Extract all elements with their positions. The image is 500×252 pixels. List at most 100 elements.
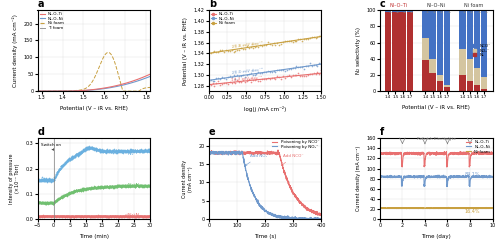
- Line: Poisoning by NCO⁻: Poisoning by NCO⁻: [208, 150, 322, 215]
- Ni foam: [426, 206, 432, 209]
- Text: c: c: [380, 0, 386, 9]
- Ni foam: [34, 90, 40, 93]
- Text: Refresh Electrolyte: Refresh Electrolyte: [417, 137, 456, 141]
- Ti foam: [103, 90, 109, 93]
- Ni foam: [465, 206, 471, 209]
- Text: b: b: [208, 0, 216, 9]
- Bar: [444, 85, 450, 87]
- Bar: [392, 10, 398, 12]
- Ni–O–Ti: [132, 79, 138, 82]
- Text: e: e: [208, 128, 216, 137]
- Poisoning by NO₂⁻: [256, 200, 262, 203]
- Ni foam: [454, 207, 460, 210]
- Ni–O–Ni: [103, 87, 109, 90]
- Ni–O–Ni: [454, 175, 460, 178]
- Legend: Ni–O–Ti, Ni–O–Ni, Ni foam: Ni–O–Ti, Ni–O–Ni, Ni foam: [466, 140, 490, 153]
- Bar: [460, 10, 466, 49]
- Poisoning by NCO⁻: [294, 196, 300, 199]
- Ni–O–Ti: [388, 152, 394, 155]
- Ni–O–Ni: [422, 178, 428, 181]
- Poisoning by NO₂⁻: [217, 151, 223, 154]
- Bar: [400, 12, 406, 91]
- Text: d: d: [38, 128, 44, 137]
- Poisoning by NO₂⁻: [206, 152, 212, 155]
- Bar: [444, 10, 450, 85]
- Line: Poisoning by NO₂⁻: Poisoning by NO₂⁻: [208, 151, 322, 219]
- Ni–O–Ni: [120, 84, 126, 87]
- Poisoning by NO₂⁻: [280, 218, 286, 221]
- Ni–O–Ti: [458, 150, 464, 153]
- Poisoning by NCO⁻: [217, 151, 223, 154]
- Ni foam: [106, 51, 112, 54]
- Ni–O–Ti: [42, 90, 48, 93]
- Bar: [406, 10, 413, 12]
- Ni–O–Ni: [377, 175, 383, 178]
- Text: ¹⁴N¹⁵N: ¹⁴N¹⁵N: [124, 183, 140, 188]
- Legend: Ni–O–Ti, Ni–O–Ni, Ni foam: Ni–O–Ti, Ni–O–Ni, Ni foam: [211, 12, 235, 25]
- Bar: [430, 73, 436, 91]
- Ni foam: [490, 206, 496, 209]
- Ni–O–Ti: [147, 73, 153, 76]
- Poisoning by NCO⁻: [318, 213, 324, 216]
- Line: Ni–O–Ti: Ni–O–Ti: [38, 74, 150, 91]
- X-axis label: log(j /mA cm⁻²): log(j /mA cm⁻²): [244, 106, 286, 112]
- Ni–O–Ti: [426, 151, 432, 154]
- Text: 20.0 mV dec⁻¹: 20.0 mV dec⁻¹: [231, 68, 263, 75]
- Legend: NCO⁻, NO₂⁻, N₂: NCO⁻, NO₂⁻, N₂: [472, 44, 490, 57]
- Bar: [474, 68, 480, 85]
- Line: Ni–O–Ni: Ni–O–Ni: [38, 76, 150, 91]
- Y-axis label: Potential (V – iR vs. RHE): Potential (V – iR vs. RHE): [183, 17, 188, 85]
- Bar: [400, 10, 406, 12]
- Ni foam: [132, 90, 138, 93]
- Bar: [430, 10, 436, 59]
- Bar: [466, 59, 473, 81]
- Ni–O–Ti: [120, 82, 126, 85]
- Poisoning by NO₂⁻: [294, 217, 300, 220]
- Ni–O–Ti: [467, 164, 473, 167]
- X-axis label: Time (s): Time (s): [254, 234, 276, 239]
- Text: ¹⁵N¹⁵N: ¹⁵N¹⁵N: [124, 213, 140, 218]
- Line: Ni–O–Ti: Ni–O–Ti: [380, 151, 492, 167]
- Y-axis label: Current density
(mA cm⁻²): Current density (mA cm⁻²): [182, 160, 192, 198]
- Ni–O–Ti: [103, 86, 109, 89]
- Bar: [460, 49, 466, 75]
- Ni–O–Ni: [132, 80, 138, 83]
- Poisoning by NCO⁻: [206, 153, 212, 156]
- Bar: [474, 10, 480, 68]
- Poisoning by NO₂⁻: [296, 217, 302, 220]
- Bar: [392, 12, 398, 91]
- Ti foam: [120, 90, 126, 93]
- Ti foam: [147, 90, 153, 93]
- Y-axis label: Intensity of pressure
(×10⁻⁷ Torr): Intensity of pressure (×10⁻⁷ Torr): [9, 153, 20, 204]
- Ni foam: [474, 207, 480, 210]
- Ni–O–Ti: [377, 151, 383, 154]
- Y-axis label: Current density (mA cm⁻²): Current density (mA cm⁻²): [356, 146, 361, 211]
- Ni foam: [422, 207, 428, 210]
- Bar: [481, 10, 488, 77]
- Bar: [422, 10, 428, 38]
- Text: f: f: [380, 128, 384, 137]
- Ni foam: [106, 51, 112, 54]
- Bar: [406, 12, 413, 91]
- Ni–O–Ni: [42, 90, 48, 93]
- Line: Ni foam: Ni foam: [380, 207, 492, 209]
- Bar: [385, 10, 392, 12]
- Ni foam: [103, 52, 109, 55]
- Ti foam: [106, 90, 112, 93]
- Poisoning by NO₂⁻: [284, 215, 290, 218]
- Ni–O–Ni: [100, 87, 106, 90]
- Poisoning by NO₂⁻: [236, 149, 242, 152]
- X-axis label: Time (min): Time (min): [79, 234, 109, 239]
- Ni–O–Ti: [422, 157, 428, 160]
- Ni–O–Ni: [426, 175, 432, 178]
- Ti foam: [100, 90, 106, 93]
- Legend: Ni–O–Ti, Ni–O–Ni, Ni foam, Ti foam: Ni–O–Ti, Ni–O–Ni, Ni foam, Ti foam: [40, 12, 64, 30]
- Bar: [460, 75, 466, 91]
- Poisoning by NO₂⁻: [318, 217, 324, 220]
- Ni–O–Ni: [34, 90, 40, 93]
- Ni foam: [120, 90, 126, 93]
- Legend: Poisoning by NCO⁻, Poisoning by NO₂⁻: Poisoning by NCO⁻, Poisoning by NO₂⁻: [272, 140, 319, 149]
- X-axis label: Potential (V – iR vs. RHE): Potential (V – iR vs. RHE): [402, 105, 470, 110]
- Bar: [436, 81, 443, 91]
- Poisoning by NCO⁻: [256, 150, 262, 153]
